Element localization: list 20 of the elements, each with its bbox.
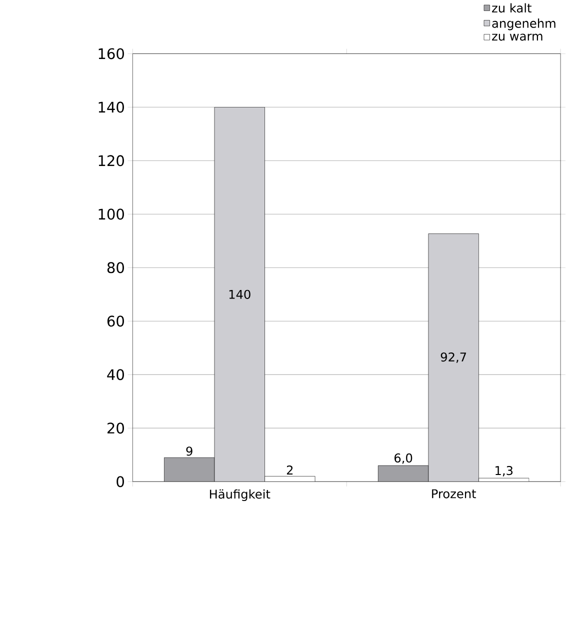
y-tick-label: 80 bbox=[108, 262, 124, 274]
data-label: 1,3 bbox=[496, 466, 513, 476]
y-tick-label: 0 bbox=[116, 476, 124, 488]
data-label: 9 bbox=[186, 446, 193, 456]
data-label: 2 bbox=[287, 465, 293, 474]
y-tick-label: 140 bbox=[99, 102, 124, 113]
data-label: 6,0 bbox=[394, 453, 412, 464]
y-tick-label: 60 bbox=[108, 316, 124, 327]
legend-label: zu kalt bbox=[492, 3, 532, 13]
legend-label: angenehm bbox=[492, 18, 556, 30]
y-tick-label: 40 bbox=[107, 369, 124, 380]
x-tick-label: Prozent bbox=[432, 489, 476, 498]
legend-label: zu warm bbox=[492, 34, 543, 41]
y-tick-label: 120 bbox=[99, 155, 124, 166]
x-tick-label: Häufigkeit bbox=[210, 489, 270, 502]
y-tick-label: 20 bbox=[108, 422, 124, 434]
y-tick-label: 160 bbox=[99, 48, 124, 60]
data-label: 92,7 bbox=[441, 352, 466, 363]
y-tick-label: 100 bbox=[99, 208, 124, 220]
data-label: 140 bbox=[230, 290, 251, 299]
